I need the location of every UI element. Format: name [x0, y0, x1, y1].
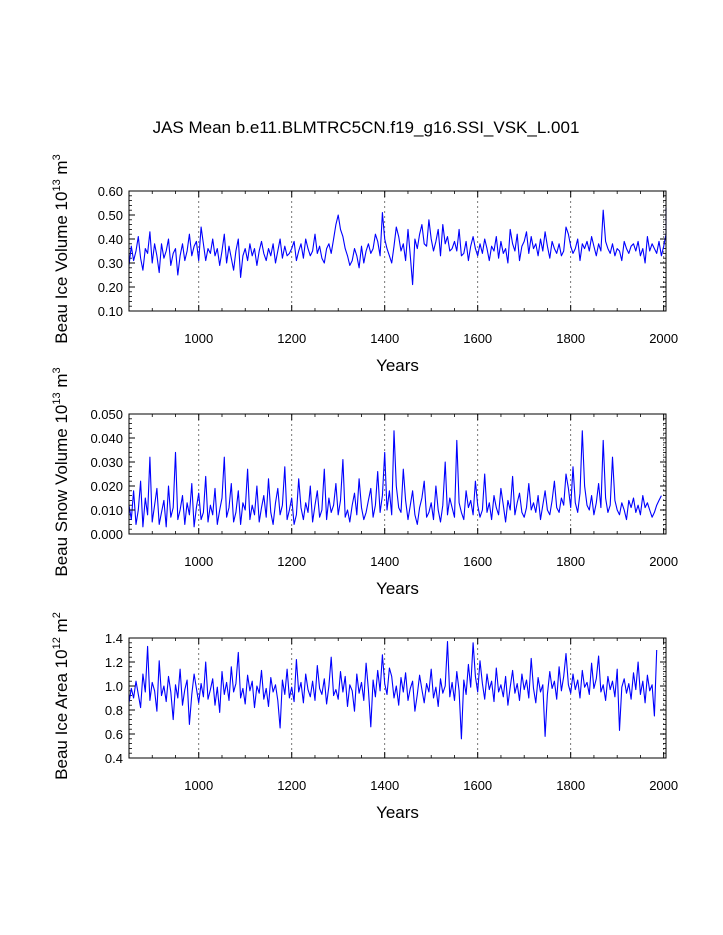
y-tick-label: 0.40	[98, 232, 123, 247]
x-tick-label: 1600	[463, 331, 492, 346]
y-tick-label: 0.4	[105, 751, 123, 766]
x-tick-label: 1200	[277, 331, 306, 346]
y-axis-label: Beau Snow Volume 1013 m3	[51, 367, 71, 576]
y-tick-label: 1.2	[105, 655, 123, 670]
plot-frame	[128, 413, 667, 535]
y-tick-label: 1.4	[105, 631, 123, 646]
x-axis-label: Years	[376, 803, 419, 822]
y-tick-label: 0.010	[90, 503, 123, 518]
x-axis-label: Years	[376, 579, 419, 598]
x-tick-label: 1000	[184, 778, 213, 793]
plot-frame	[128, 190, 667, 312]
y-tick-label: 0.8	[105, 703, 123, 718]
x-tick-label: 1800	[556, 778, 585, 793]
x-tick-label: 1000	[184, 331, 213, 346]
x-tick-label: 2000	[649, 331, 678, 346]
x-tick-label: 1400	[370, 331, 399, 346]
x-tick-label: 1400	[370, 554, 399, 569]
chart-panel-1: 0.10 0.20 0.30 0.40 0.50 0.60 1000 1200 1400 1600…	[51, 154, 678, 375]
x-tick-label: 1000	[184, 554, 213, 569]
y-tick-label: 0.10	[98, 304, 123, 319]
x-tick-label: 2000	[649, 554, 678, 569]
y-axis-label: Beau Ice Volume 1013 m3	[51, 154, 71, 343]
x-tick-label: 2000	[649, 778, 678, 793]
chart-panel-2: 0.000 0.010 0.020 0.030 0.040 0.050 1000 1200 14…	[51, 367, 678, 598]
y-tick-label: 0.000	[90, 527, 123, 542]
y-tick-label: 0.030	[90, 455, 123, 470]
y-tick-label: 0.60	[98, 184, 123, 199]
y-tick-label: 1.0	[105, 679, 123, 694]
y-axis-label: Beau Ice Area 1012 m2	[51, 612, 71, 780]
x-tick-label: 1400	[370, 778, 399, 793]
series-line	[128, 430, 662, 528]
plot-frame	[128, 637, 667, 759]
y-tick-label: 0.6	[105, 727, 123, 742]
chart-panel-3: 0.4 0.6 0.8 1.0 1.2 1.4 1000 1200 1400 1600 1800 20…	[51, 612, 678, 822]
x-tick-label: 1200	[277, 778, 306, 793]
y-tick-label: 0.30	[98, 256, 123, 271]
series-line	[128, 207, 667, 286]
figure-title: JAS Mean b.e11.BLMTRC5CN.f19_g16.SSI_VSK…	[153, 118, 580, 137]
x-tick-label: 1200	[277, 554, 306, 569]
y-tick-label: 0.050	[90, 407, 123, 422]
x-axis-label: Years	[376, 356, 419, 375]
x-tick-label: 1600	[463, 554, 492, 569]
series-line	[128, 641, 658, 740]
x-tick-label: 1600	[463, 778, 492, 793]
y-tick-label: 0.50	[98, 208, 123, 223]
y-tick-label: 0.020	[90, 479, 123, 494]
x-tick-label: 1800	[556, 554, 585, 569]
y-tick-label: 0.20	[98, 280, 123, 295]
y-tick-label: 0.040	[90, 431, 123, 446]
x-tick-label: 1800	[556, 331, 585, 346]
